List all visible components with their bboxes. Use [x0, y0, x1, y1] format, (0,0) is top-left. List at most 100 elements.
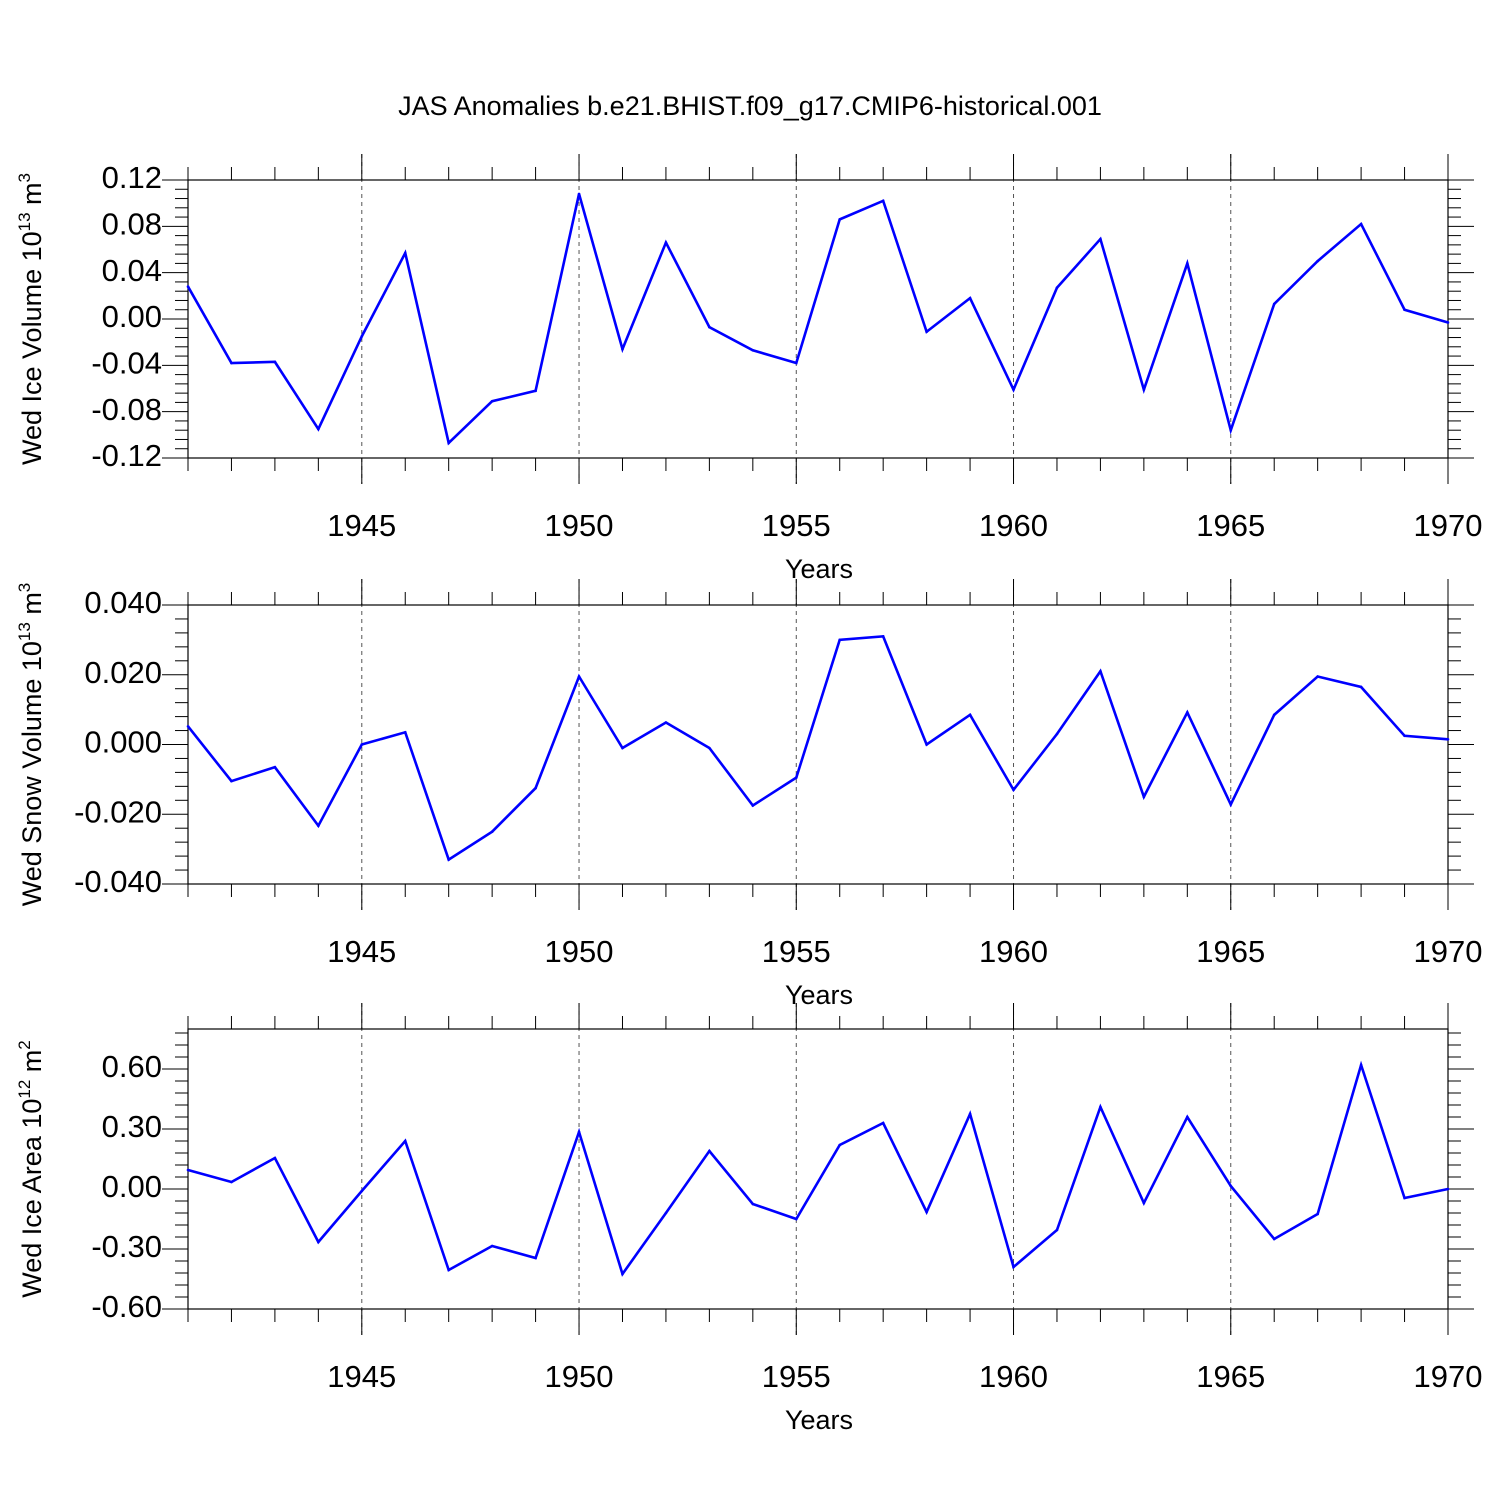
x-tick-label: 1945: [327, 508, 396, 543]
data-point: [534, 786, 537, 790]
y-tick-label: 0.04: [102, 253, 162, 288]
data-point: [1099, 237, 1102, 241]
x-tick-label: 1955: [762, 508, 831, 543]
data-point: [577, 675, 581, 678]
y-tick-label: -0.60: [91, 1289, 162, 1324]
y-axis-title: Wed Snow Volume 1013 m3: [15, 583, 47, 907]
data-point: [1186, 1115, 1189, 1119]
data-point: [925, 743, 928, 746]
data-point: [490, 830, 494, 833]
data-point: [1359, 222, 1363, 226]
y-tick-label: -0.08: [91, 392, 162, 427]
data-point: [838, 218, 842, 221]
x-tick-label: 1945: [327, 934, 396, 969]
data-point: [1272, 713, 1276, 717]
data-point: [447, 441, 450, 445]
x-tick-label: 1955: [762, 934, 831, 969]
y-tick-label: 0.020: [84, 655, 162, 690]
y-axis-title: Wed Ice Area 1012 m2: [15, 1040, 47, 1298]
y-tick-label: 0.00: [102, 299, 162, 334]
x-axis-title: Years: [785, 1405, 853, 1435]
data-point: [751, 804, 755, 807]
data-point: [1316, 1212, 1319, 1216]
x-axis-title: Years: [785, 554, 853, 584]
data-point: [186, 725, 190, 728]
y-tick-label: 0.08: [102, 207, 162, 242]
data-point: [1359, 685, 1363, 689]
x-tick-label: 1965: [1196, 934, 1265, 969]
data-point: [968, 1112, 972, 1116]
data-point: [360, 743, 364, 746]
data-point: [708, 325, 711, 329]
data-point: [317, 427, 320, 431]
data-point: [273, 765, 277, 769]
y-tick-label: -0.12: [91, 438, 162, 473]
x-tick-label: 1960: [979, 934, 1048, 969]
chart-panel-2: -0.040 -0.020 0.000 0.020 0.040 1945 1950 1955 1…: [15, 579, 1482, 1010]
series-line: [186, 635, 1449, 862]
data-point: [1316, 259, 1319, 263]
x-tick-label: 1945: [327, 1359, 396, 1394]
data-point: [273, 1156, 277, 1160]
data-point: [1186, 711, 1189, 714]
data-point: [317, 824, 320, 828]
x-tick-label: 1960: [979, 1359, 1048, 1394]
data-point: [577, 1130, 581, 1134]
x-tick-label: 1965: [1196, 508, 1265, 543]
data-point: [360, 1189, 364, 1193]
data-point: [794, 361, 798, 365]
data-point: [577, 192, 581, 196]
chart-panel-1: -0.12 -0.08 -0.04 0.00 0.04 0.08 0.12 1945 1950 1…: [15, 154, 1482, 584]
data-point: [664, 721, 668, 724]
data-point: [230, 361, 233, 365]
data-point: [838, 638, 842, 642]
plot-frame: [187, 179, 1449, 459]
data-point: [1272, 302, 1276, 306]
y-tick-label: -0.30: [91, 1229, 162, 1264]
y-tick-label: -0.040: [74, 864, 162, 899]
data-point: [621, 1272, 624, 1276]
data-point: [621, 347, 624, 351]
y-tick-label: -0.020: [74, 794, 162, 829]
panels: -0.12 -0.08 -0.04 0.00 0.04 0.08 0.12 1945 1950 1…: [15, 154, 1482, 1435]
data-point: [1012, 388, 1015, 391]
y-tick-label: 0.60: [102, 1049, 162, 1084]
data-point: [1055, 732, 1059, 736]
x-tick-label: 1950: [545, 1359, 614, 1394]
data-point: [360, 335, 364, 338]
data-point: [664, 241, 668, 244]
data-point: [751, 1202, 755, 1206]
data-point: [621, 746, 624, 750]
y-tick-label: 0.00: [102, 1169, 162, 1204]
y-tick-label: -0.04: [91, 346, 162, 381]
x-tick-label: 1970: [1414, 508, 1483, 543]
data-point: [794, 776, 798, 779]
y-tick-label: 0.12: [102, 160, 162, 195]
data-point: [490, 1244, 494, 1248]
data-point: [1229, 1184, 1233, 1188]
data-point: [447, 858, 450, 861]
data-point: [708, 1149, 711, 1153]
data-point: [1359, 1063, 1363, 1067]
data-point: [1186, 262, 1189, 265]
data-point: [1229, 803, 1233, 806]
data-point: [1403, 1196, 1406, 1200]
data-point: [838, 1143, 842, 1147]
x-tick-label: 1970: [1414, 934, 1483, 969]
plot-frame: [187, 1028, 1449, 1310]
data-point: [751, 348, 755, 352]
y-tick-label: 0.30: [102, 1109, 162, 1144]
x-axis-title: Years: [785, 980, 853, 1010]
y-tick-label: 0.000: [84, 725, 162, 760]
data-point: [230, 779, 233, 783]
data-point: [490, 399, 494, 403]
data-point: [1142, 388, 1146, 391]
y-tick-label: 0.040: [84, 585, 162, 620]
data-point: [925, 330, 928, 334]
x-tick-label: 1970: [1414, 1359, 1483, 1394]
y-axis-title: Wed Ice Volume 1013 m3: [15, 173, 47, 465]
data-point: [1099, 1105, 1102, 1109]
data-point: [534, 1256, 537, 1260]
data-point: [925, 1210, 928, 1214]
